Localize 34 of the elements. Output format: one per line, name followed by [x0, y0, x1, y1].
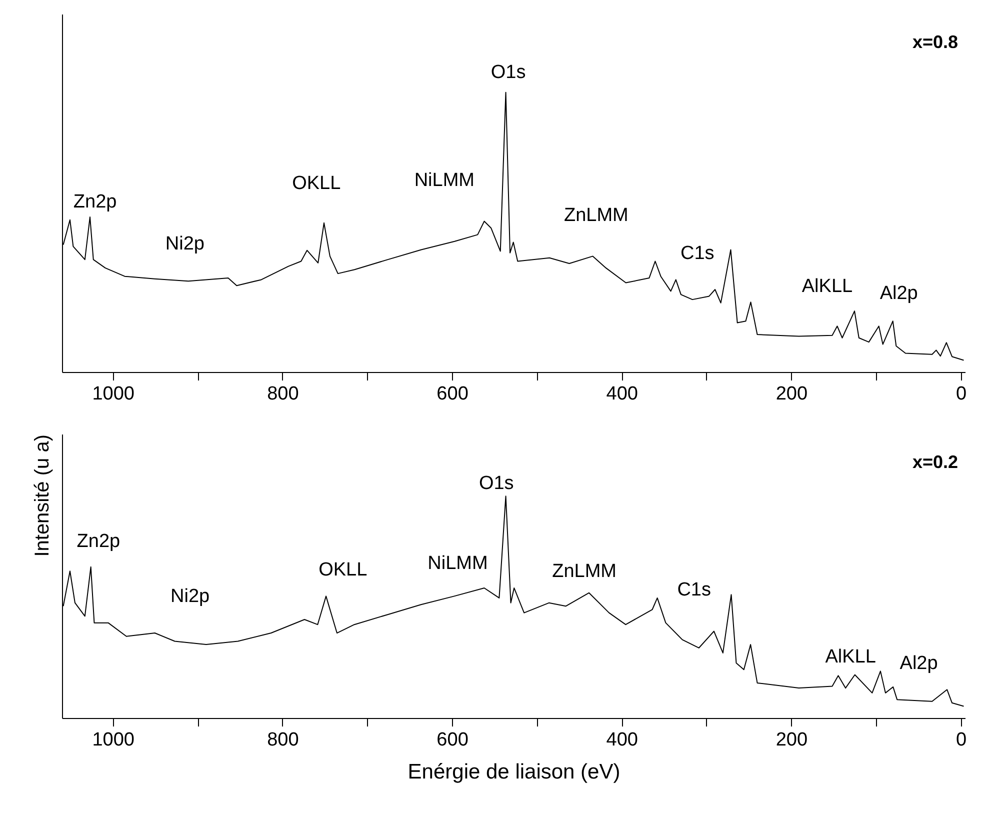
annotation: Zn2p: [76, 531, 120, 552]
x-tick-label: 800: [267, 384, 299, 404]
annotation: NiLMM: [414, 170, 474, 191]
x-tick-label: 400: [606, 384, 638, 404]
annotation: AlKLL: [825, 646, 876, 668]
x-tick-label: 0: [956, 730, 967, 750]
x-tick-label: 600: [436, 730, 468, 750]
x-tick-label: 200: [776, 730, 808, 750]
annotation: NiLMM: [428, 552, 488, 574]
annotation: C1s: [680, 242, 714, 264]
x-tick-label: 1000: [92, 384, 135, 404]
x-tick-label: 0: [956, 384, 967, 404]
x-tick-label: 200: [776, 384, 808, 404]
annotation: Ni2p: [170, 586, 210, 608]
text: O1s: [478, 472, 514, 494]
x-tick-label: 400: [606, 730, 638, 750]
annotation: ZnLMM: [564, 204, 628, 226]
chart-title: x=0.8: [912, 32, 958, 52]
annotation: ZnLMM: [552, 561, 616, 582]
annotation: Ni2p: [165, 233, 204, 254]
x-tick-label: 1000: [92, 730, 135, 750]
annotation: AlKLL: [802, 276, 853, 298]
annotation: Al2p: [900, 652, 938, 674]
text: O1s: [490, 62, 526, 83]
annotation: OKLL: [318, 560, 368, 581]
x-axis-title: Enérgie de liaison (eV): [408, 760, 620, 784]
y-axis-title: Intensité (u a): [32, 434, 54, 557]
x-tick-label: 600: [436, 384, 468, 404]
x-tick-label: 800: [267, 730, 299, 750]
annotation: C1s: [677, 580, 711, 601]
annotation: OKLL: [292, 173, 341, 194]
chart-title: x=0.2: [912, 452, 958, 472]
annotation: Zn2p: [73, 191, 117, 212]
annotation: Al2p: [880, 282, 918, 304]
